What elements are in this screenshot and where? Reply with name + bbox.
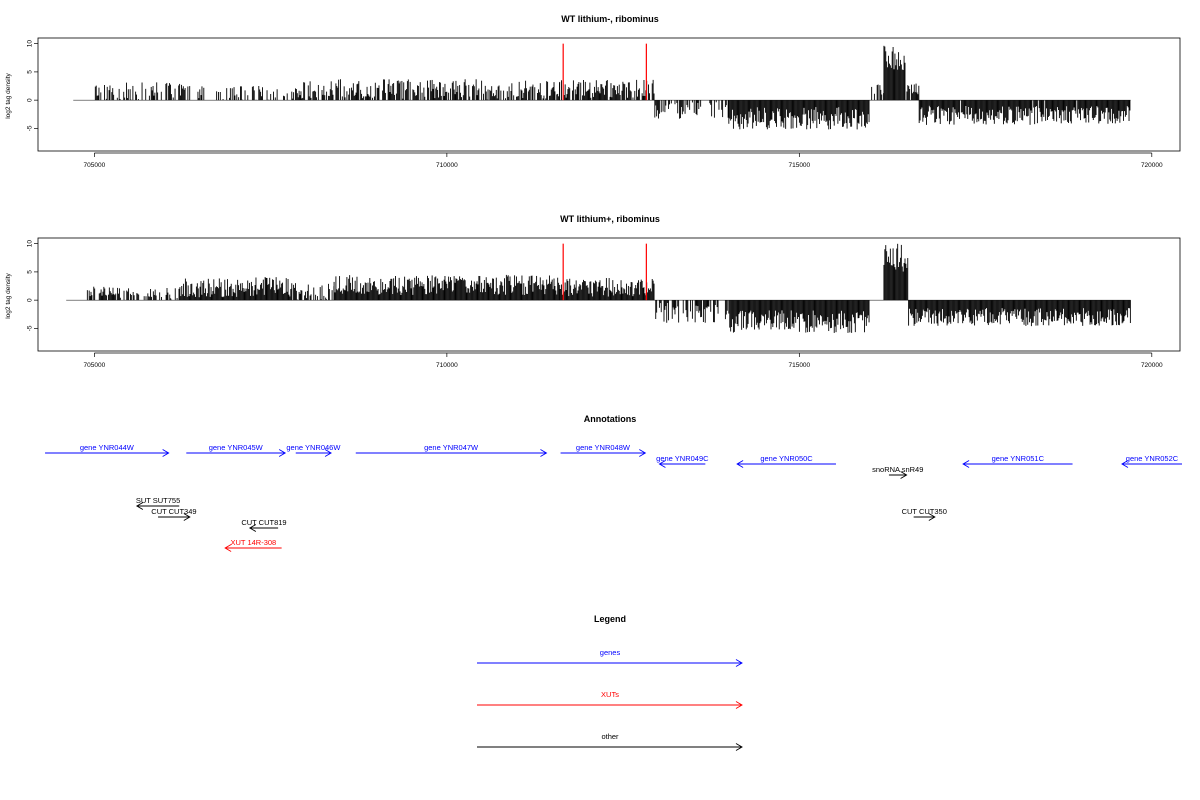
feature-gene-ynr044w: gene YNR044W [45, 443, 170, 457]
x-tick-label: 715000 [788, 362, 810, 369]
x-tick-label: 715000 [788, 162, 810, 169]
feature-label: CUT CUT819 [241, 518, 286, 527]
y-tick-label: 10 [27, 240, 34, 248]
feature-cut-cut350: CUT CUT350 [902, 507, 947, 521]
feature-arrow [158, 513, 191, 521]
feature-arrow [1121, 460, 1182, 468]
feature-label: gene YNR048W [576, 443, 631, 452]
feature-label: gene YNR047W [424, 443, 479, 452]
feature-label: gene YNR046W [286, 443, 341, 452]
feature-gene-ynr052c: gene YNR052C [1121, 454, 1182, 468]
feature-cut-cut349: CUT CUT349 [151, 507, 197, 521]
feature-sut-sut755: SUT SUT755 [136, 496, 180, 510]
plot-frame [37, 37, 1181, 152]
x-tick-label: 705000 [84, 162, 106, 169]
legend-label: other [601, 732, 619, 741]
feature-arrow [186, 449, 287, 457]
feature-label: gene YNR052C [1126, 454, 1179, 463]
y-tick-label: 5 [27, 70, 34, 74]
legend-label: XUTs [601, 690, 619, 699]
track-panel-lithium-plus: WT lithium+, ribominus log2 tag density … [5, 214, 1181, 369]
feature-cut-cut819: CUT CUT819 [241, 518, 287, 532]
feature-arrow [295, 449, 332, 457]
feature-arrow [248, 524, 279, 532]
annotations-title: Annotations [584, 414, 637, 424]
x-tick-label: 720000 [1141, 162, 1163, 169]
y-axis: -5 0 5 10 [27, 240, 38, 331]
feature-gene-ynr049c: gene YNR049C [656, 454, 709, 468]
marker-lines [562, 243, 647, 301]
feature-label: SUT SUT755 [136, 496, 180, 505]
x-tick-label: 710000 [436, 362, 458, 369]
track-panel-lithium-minus: WT lithium-, ribominus log2 tag density … [5, 14, 1181, 169]
feature-arrow [962, 460, 1073, 468]
legend-item-gene: genes [477, 648, 743, 667]
bar-series [66, 243, 1131, 333]
feature-gene-ynr051c: gene YNR051C [962, 454, 1073, 468]
y-tick-label: -5 [27, 325, 34, 331]
feature-gene-ynr048w: gene YNR048W [560, 443, 647, 457]
feature-label: gene YNR049C [656, 454, 709, 463]
legend-label: genes [600, 648, 621, 657]
legend-title: Legend [594, 614, 626, 624]
marker-lines [562, 43, 647, 101]
feature-label: snoRNA snR49 [872, 465, 923, 474]
y-axis-label: log2 tag density [5, 72, 12, 118]
legend: Legend genes XUTs other [477, 614, 743, 751]
feature-snorna-snr49: snoRNA snR49 [872, 465, 923, 479]
feature-gene-ynr050c: gene YNR050C [736, 454, 836, 468]
feature-gene-ynr046w: gene YNR046W [286, 443, 341, 457]
bar-series [73, 45, 1131, 130]
feature-label: XUT 14R-308 [231, 538, 277, 547]
x-tick-label: 720000 [1141, 362, 1163, 369]
feature-gene-ynr047w: gene YNR047W [355, 443, 548, 457]
feature-label: CUT CUT349 [151, 507, 196, 516]
x-tick-label: 710000 [436, 162, 458, 169]
feature-label: gene YNR045W [209, 443, 264, 452]
feature-arrow [736, 460, 836, 468]
y-axis-label: log2 tag density [5, 272, 12, 318]
legend-item-xut: XUTs [477, 690, 743, 709]
feature-arrow [560, 449, 647, 457]
feature-label: CUT CUT350 [902, 507, 947, 516]
y-tick-label: 5 [27, 270, 34, 274]
feature-label: gene YNR051C [992, 454, 1045, 463]
legend-arrow [477, 659, 743, 667]
feature-arrow [135, 502, 180, 510]
legend-item-other: other [477, 732, 743, 751]
feature-arrow [45, 449, 170, 457]
feature-arrow [913, 513, 936, 521]
feature-label: gene YNR050C [760, 454, 813, 463]
feature-gene-ynr045w: gene YNR045W [186, 443, 287, 457]
annotation-track: Annotations gene YNR044W gene YNR045W gene… [45, 414, 1182, 552]
legend-arrow [477, 701, 743, 709]
x-tick-label: 705000 [84, 362, 106, 369]
y-axis: -5 0 5 10 [27, 40, 38, 131]
track-title: WT lithium+, ribominus [560, 214, 660, 224]
x-axis: 705000 710000 715000 720000 [84, 152, 1163, 169]
track-title: WT lithium-, ribominus [561, 14, 659, 24]
feature-arrow [658, 460, 706, 468]
legend-items: genes XUTs other [477, 648, 743, 751]
y-tick-label: -5 [27, 125, 34, 131]
plot-frame [37, 237, 1181, 352]
feature-arrow [355, 449, 548, 457]
annotation-features: gene YNR044W gene YNR045W gene YNR046W gene… [45, 443, 1182, 552]
feature-arrow [888, 471, 908, 479]
x-axis: 705000 710000 715000 720000 [84, 352, 1163, 369]
feature-arrow [224, 544, 282, 552]
feature-label: gene YNR044W [80, 443, 135, 452]
y-tick-label: 0 [27, 298, 34, 302]
y-tick-label: 10 [27, 40, 34, 48]
y-tick-label: 0 [27, 98, 34, 102]
legend-arrow [477, 743, 743, 751]
feature-xut-14r-308: XUT 14R-308 [224, 538, 282, 552]
